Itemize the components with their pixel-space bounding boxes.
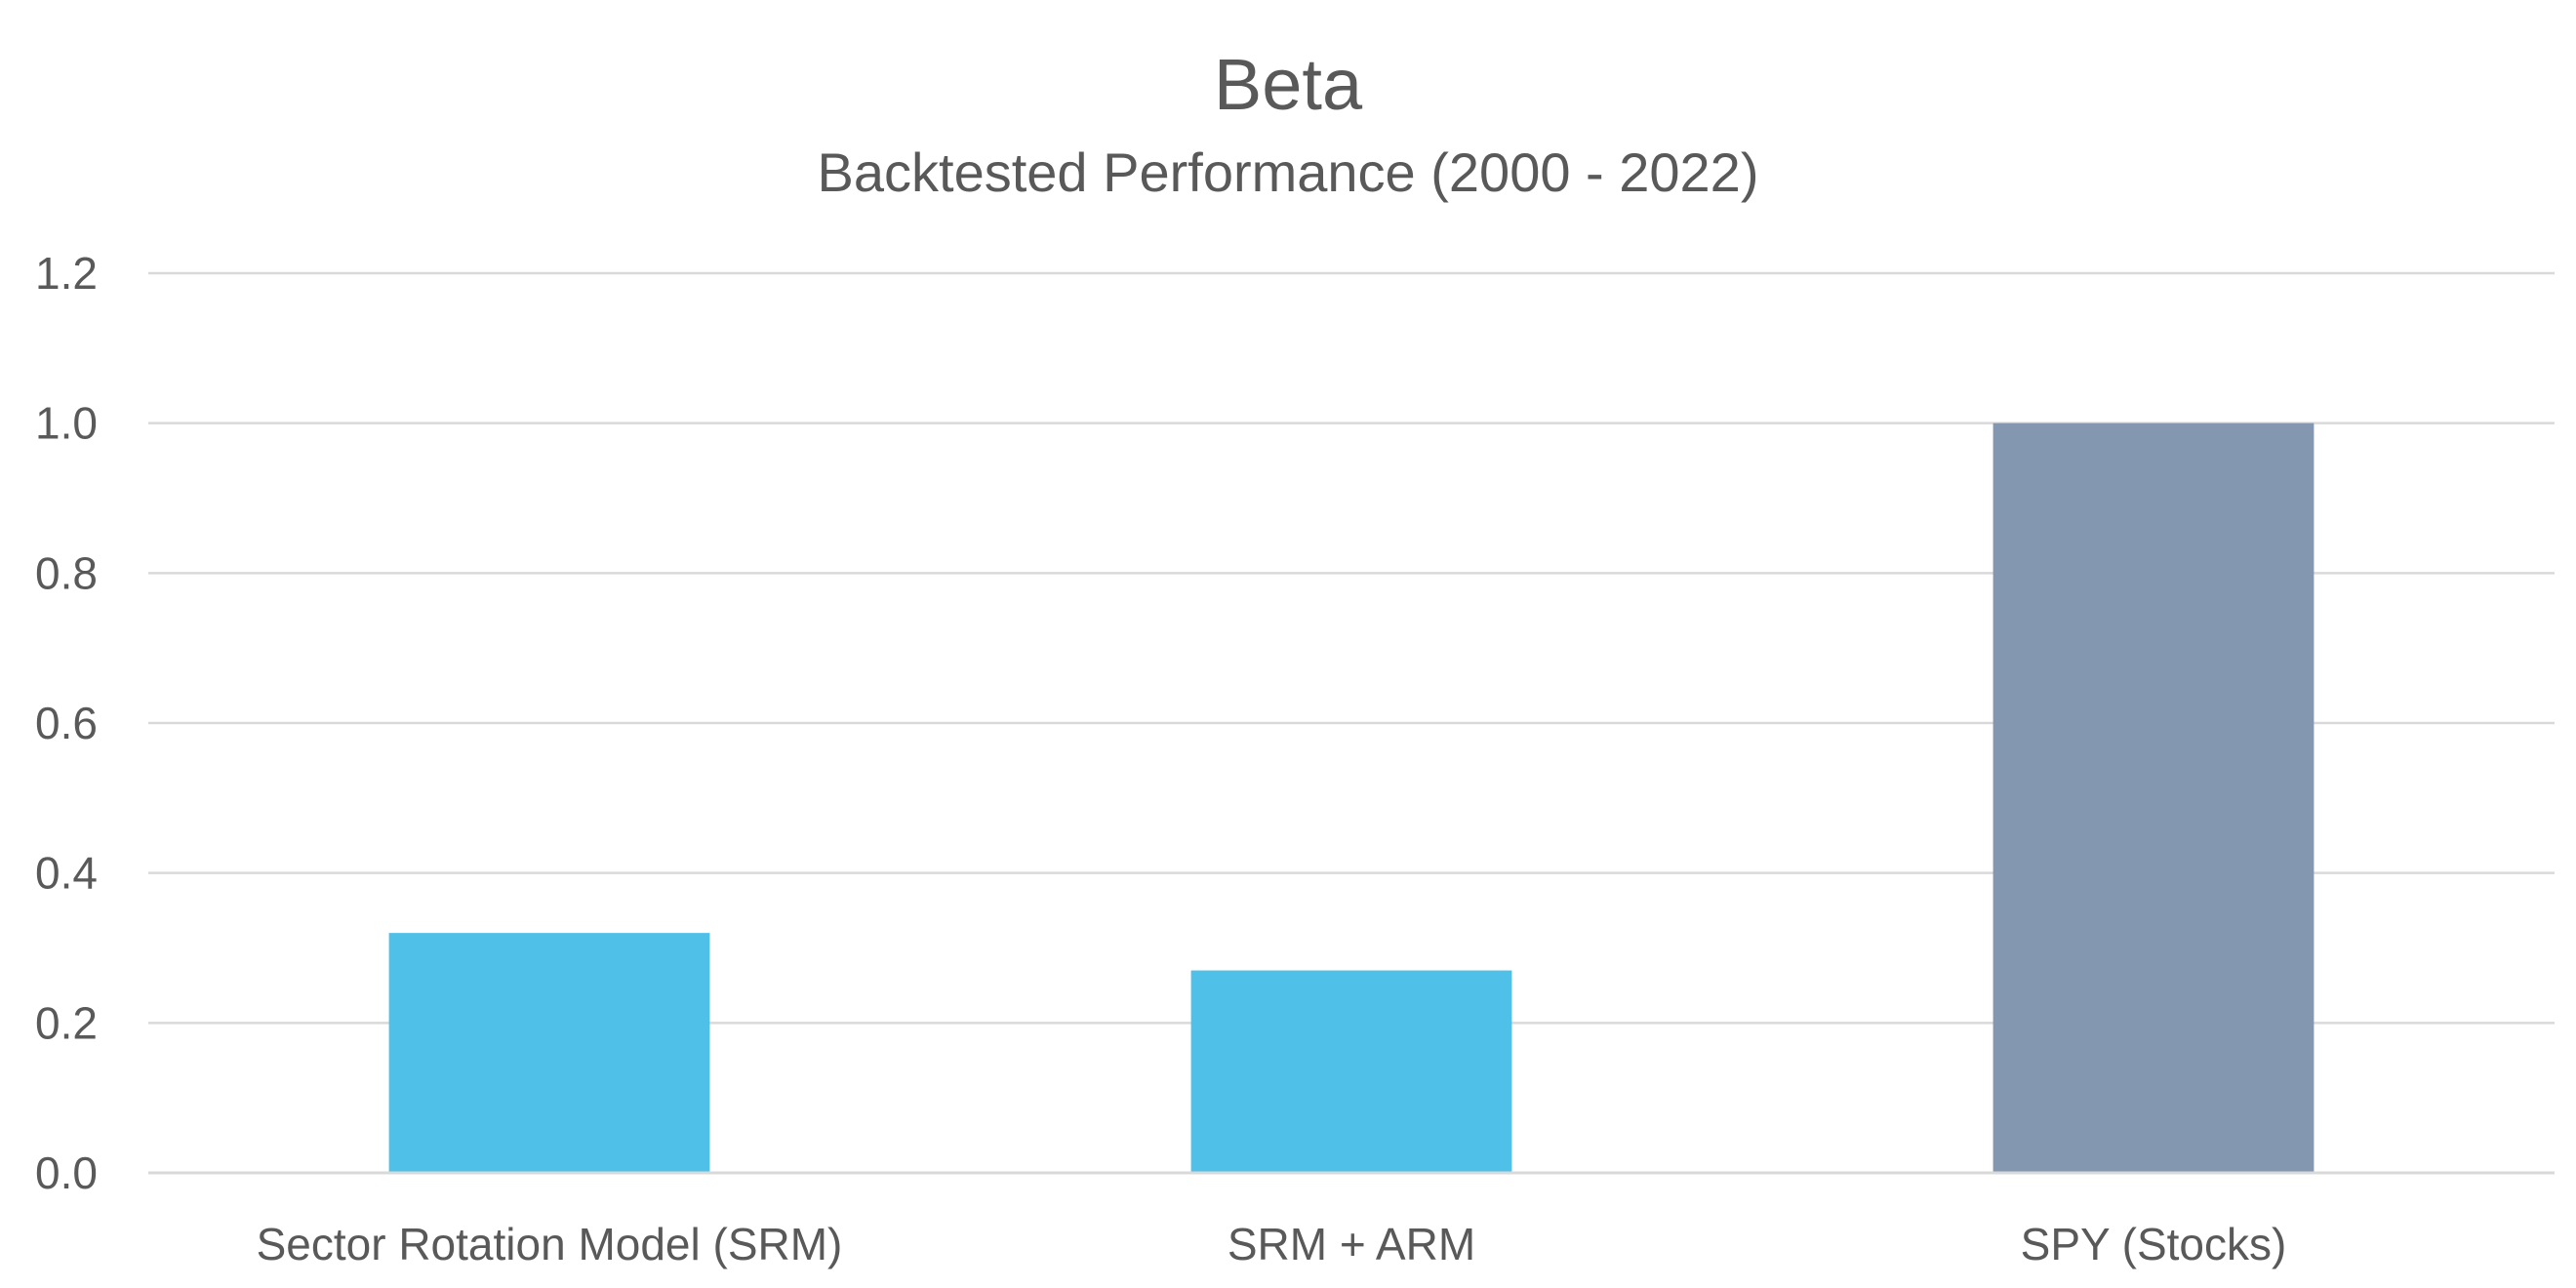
chart-subtitle: Backtested Performance (2000 - 2022): [818, 141, 1759, 203]
y-tick-label: 0.0: [35, 1147, 98, 1198]
y-tick-label: 1.0: [35, 398, 98, 449]
y-axis-tick-labels: 0.0 0.2 0.4 0.6 0.8 1.0 1.2: [35, 248, 98, 1198]
y-tick-label: 0.4: [35, 848, 98, 899]
x-category-label: Sector Rotation Model (SRM): [257, 1219, 843, 1269]
bars: [388, 423, 2314, 1174]
y-tick-label: 0.2: [35, 997, 98, 1048]
y-tick-label: 0.8: [35, 547, 98, 598]
bar: [1190, 970, 1512, 1173]
x-category-label: SRM + ARM: [1228, 1219, 1475, 1269]
x-axis-category-labels: Sector Rotation Model (SRM) SRM + ARM SPY …: [257, 1219, 2287, 1269]
y-tick-label: 1.2: [35, 248, 98, 299]
chart-title: Beta: [1214, 44, 1363, 125]
y-tick-label: 0.6: [35, 698, 98, 748]
bar: [1992, 423, 2314, 1174]
bar: [388, 933, 710, 1173]
x-category-label: SPY (Stocks): [2021, 1219, 2287, 1269]
